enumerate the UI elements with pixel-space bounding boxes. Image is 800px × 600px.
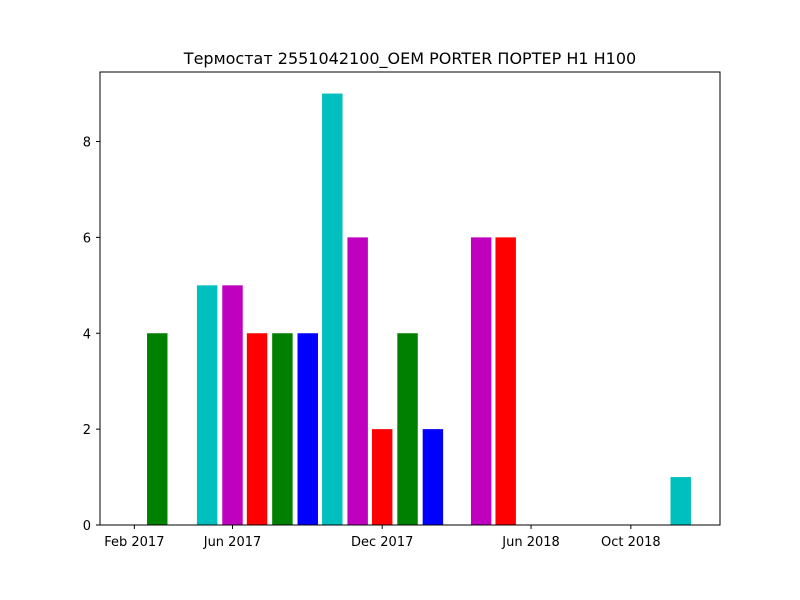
y-tick-label: 6 xyxy=(83,231,91,246)
y-axis-ticks: 0 2 4 6 8 xyxy=(83,136,100,534)
chart-title: Термостат 2551042100_OEM PORTER ПОРТЕР H… xyxy=(183,49,636,69)
bar-2017-06-01 xyxy=(222,285,243,525)
x-tick-label: Dec 2017 xyxy=(351,535,413,550)
y-tick-label: 8 xyxy=(83,136,91,151)
y-tick-label: 2 xyxy=(83,423,91,438)
y-tick-label: 4 xyxy=(83,327,91,342)
bar-2018-02-01 xyxy=(422,429,444,525)
bar-2017-11-01 xyxy=(347,237,368,525)
y-tick-label: 0 xyxy=(83,519,91,534)
x-tick-label: Feb 2017 xyxy=(104,535,164,550)
bars-group xyxy=(147,93,691,525)
bar-2017-12-01 xyxy=(371,429,393,525)
x-tick-label: Jun 2018 xyxy=(501,535,560,550)
bar-2018-12-01 xyxy=(670,477,691,525)
bar-2017-10-01 xyxy=(322,93,343,525)
bar-2018-05-01 xyxy=(495,237,516,525)
x-tick-label: Jun 2017 xyxy=(203,535,262,550)
x-axis-ticks: Feb 2017 Jun 2017 Dec 2017 Jun 2018 Oct 2018 xyxy=(104,525,661,550)
bar-2017-05-01 xyxy=(196,285,218,525)
bar-2017-07-01 xyxy=(246,333,268,525)
x-tick-label: Oct 2018 xyxy=(601,535,661,550)
bar-2018-04-01 xyxy=(470,237,492,525)
bar-2017-09-01 xyxy=(297,333,318,525)
plot-area-frame xyxy=(99,71,721,526)
bar-2018-01-01 xyxy=(397,333,418,525)
bar-2017-08-01 xyxy=(272,333,293,525)
bar-2017-03-01 xyxy=(147,333,168,525)
